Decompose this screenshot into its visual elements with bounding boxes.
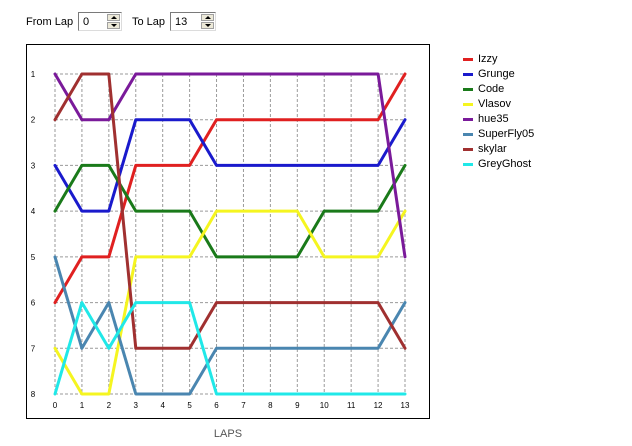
y-tick-label: 4	[31, 207, 36, 216]
legend-swatch	[463, 103, 473, 106]
from-lap-down-arrow-icon[interactable]	[107, 22, 120, 29]
x-tick-label: 2	[107, 401, 112, 410]
x-tick-label: 6	[214, 401, 219, 410]
y-tick-label: 1	[31, 70, 36, 79]
to-lap-down-arrow-icon[interactable]	[201, 22, 214, 29]
legend-swatch	[463, 88, 473, 91]
x-tick-label: 8	[268, 401, 273, 410]
to-lap-input[interactable]	[173, 14, 203, 29]
legend-swatch	[463, 148, 473, 151]
y-tick-label: 6	[31, 299, 36, 308]
y-tick-label: 8	[31, 390, 36, 399]
from-lap-up-arrow-icon[interactable]	[107, 14, 120, 21]
x-tick-label: 11	[347, 401, 356, 410]
to-lap-label: To Lap	[132, 16, 166, 28]
legend-swatch	[463, 58, 473, 61]
y-tick-label: 7	[31, 344, 36, 353]
x-tick-label: 12	[374, 401, 383, 410]
legend-label: Code	[478, 83, 505, 95]
chart-frame: 0 1 2 3 4 5 6 7 8 9 10 11 12 13 1 2 3 4 5 6 7 8	[26, 44, 430, 419]
x-axis-label: LAPS	[213, 428, 243, 440]
to-lap-spinner[interactable]	[170, 12, 216, 31]
x-tick-label: 13	[401, 401, 410, 410]
from-lap-spinner[interactable]	[78, 12, 122, 31]
series-line	[53, 163, 407, 259]
to-lap-up-arrow-icon[interactable]	[201, 14, 214, 21]
y-tick-label: 5	[31, 253, 36, 262]
from-lap-input[interactable]	[81, 14, 111, 29]
legend-label: Grunge	[478, 68, 515, 80]
x-tick-label: 9	[295, 401, 300, 410]
series-line	[53, 301, 407, 396]
legend-label: Vlasov	[478, 98, 512, 110]
legend-label: GreyGhost	[478, 158, 532, 170]
x-tick-label: 7	[241, 401, 246, 410]
legend-swatch	[463, 73, 473, 76]
legend-label: SuperFly05	[478, 128, 535, 140]
legend-label: skylar	[478, 143, 507, 155]
x-tick-label: 4	[160, 401, 165, 410]
legend-label: hue35	[478, 113, 509, 125]
x-tick-label: 1	[80, 401, 85, 410]
x-tick-label: 10	[320, 401, 329, 410]
x-tick-label: 0	[53, 401, 58, 410]
x-tick-label: 5	[187, 401, 192, 410]
legend-label: Izzy	[478, 53, 498, 65]
legend-swatch	[463, 163, 473, 166]
legend-swatch	[463, 133, 473, 136]
legend-swatch	[463, 118, 473, 121]
series-line	[53, 72, 407, 350]
series-line	[53, 118, 407, 213]
y-tick-label: 2	[31, 116, 36, 125]
y-tick-label: 3	[31, 161, 36, 170]
from-lap-label: From Lap	[26, 16, 74, 28]
x-tick-label: 3	[134, 401, 139, 410]
series-line	[53, 209, 407, 396]
series-line	[53, 72, 407, 305]
series-line	[53, 255, 407, 396]
